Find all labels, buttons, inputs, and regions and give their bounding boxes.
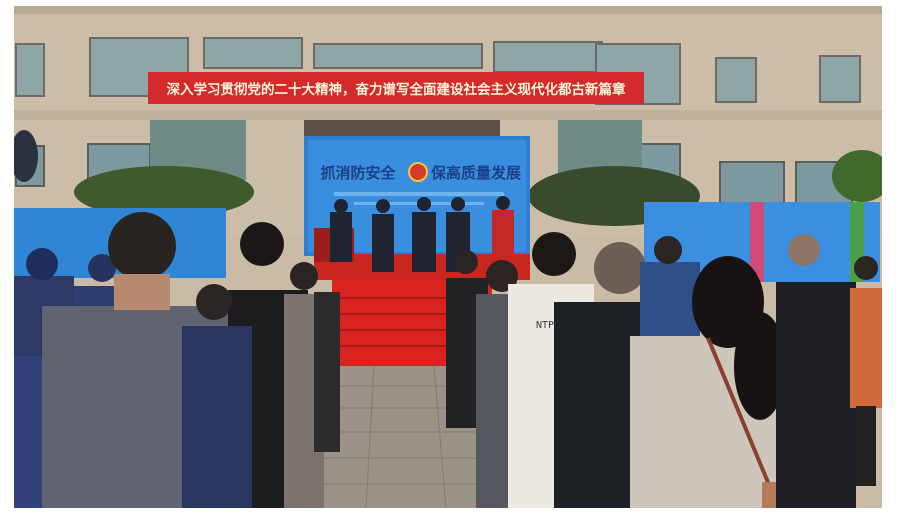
red-slogan-banner: 深入学习贯彻党的二十大精神，奋力谱写全面建设社会主义现代化都古新篇章	[148, 72, 644, 104]
officials-on-stage	[330, 196, 514, 272]
shirt-print: NTPH	[536, 320, 560, 331]
backdrop-slogan-right: 保高质量发展	[430, 164, 521, 182]
event-photo: 深入学习贯彻党的二十大精神，奋力谱写全面建设社会主义现代化都古新篇章 抓消防安全…	[14, 6, 882, 508]
crowd-left	[14, 212, 340, 508]
crowd-right: NTPH	[446, 232, 882, 508]
backdrop-slogan-left: 抓消防安全	[320, 164, 396, 182]
emblem-icon	[408, 162, 428, 182]
banner-slogan: 深入学习贯彻党的二十大精神，奋力谱写全面建设社会主义现代化都古新篇章	[167, 81, 626, 98]
